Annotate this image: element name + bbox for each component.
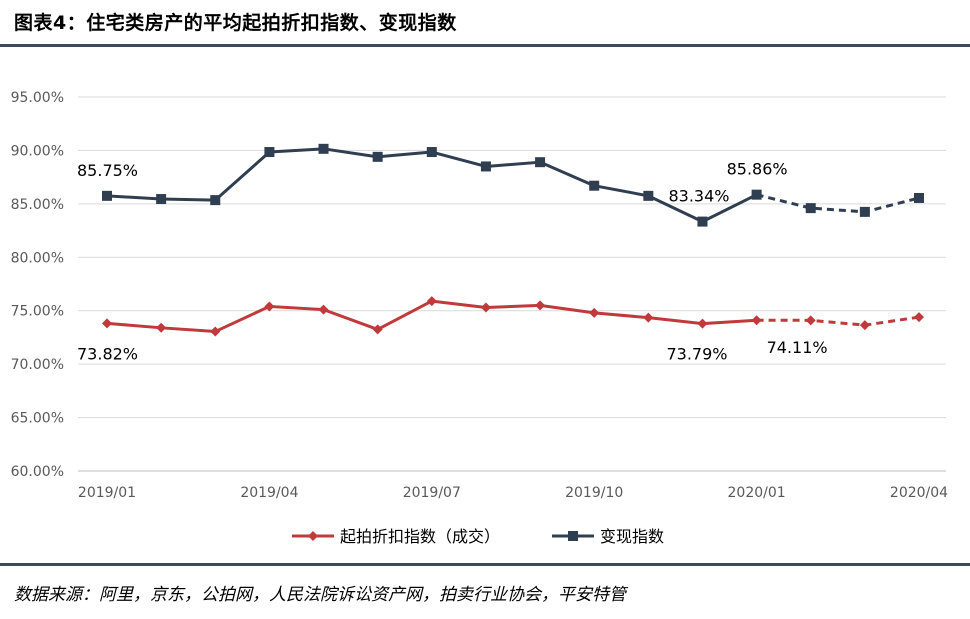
y-tick-label: 70.00%: [11, 357, 64, 373]
data-point-diamond: [643, 312, 654, 323]
data-point-diamond: [156, 322, 167, 333]
legend-swatch-marker: [308, 531, 318, 541]
source-note: 数据来源：阿里，京东，公拍网，人民法院诉讼资产网，拍卖行业协会，平安特管: [14, 585, 626, 605]
data-point-diamond: [589, 307, 600, 318]
data-point-diamond: [264, 301, 275, 312]
data-point-diamond: [914, 312, 924, 323]
series-line-dashed: [756, 193, 920, 214]
legend-swatch-marker: [568, 531, 578, 541]
data-point-square: [318, 143, 329, 154]
y-axis-ticks: 60.00% 65.00% 70.00% 75.00% 80.00% 85.00% 90.0…: [11, 90, 64, 480]
y-tick-label: 85.00%: [11, 197, 64, 213]
figure-title: 图表4：住宅类房产的平均起拍折扣指数、变现指数: [14, 12, 457, 34]
data-label: 85.75%: [77, 161, 138, 180]
x-tick-label: 2019/07: [403, 485, 461, 501]
data-point-square: [805, 203, 816, 214]
y-tick-label: 65.00%: [11, 411, 64, 427]
data-label: 73.79%: [666, 345, 727, 364]
x-tick-label: 2019/04: [240, 485, 298, 501]
series-lines: [102, 143, 924, 337]
data-point-diamond: [805, 315, 816, 326]
data-point-diamond: [480, 302, 491, 313]
series-line-dashed: [756, 315, 920, 327]
line-chart: 60.00% 65.00% 70.00% 75.00% 80.00% 85.00% 90.0…: [11, 90, 949, 546]
data-point-diamond: [751, 315, 762, 326]
data-point-square: [480, 161, 491, 172]
data-point-diamond: [859, 320, 870, 331]
title-divider: [0, 44, 970, 47]
data-point-square: [156, 194, 167, 205]
data-point-square: [643, 190, 654, 201]
data-point-square: [751, 189, 762, 200]
data-point-square: [535, 157, 546, 168]
data-label: 85.86%: [727, 160, 788, 179]
data-point-square: [589, 180, 600, 191]
data-point-square: [210, 195, 221, 206]
y-tick-label: 75.00%: [11, 304, 64, 320]
data-point-diamond: [372, 324, 383, 335]
legend-label: 变现指数: [600, 527, 664, 546]
data-point-diamond: [210, 326, 221, 337]
x-tick-label: 2020/01: [728, 485, 786, 501]
data-point-diamond: [535, 300, 546, 311]
data-label: 73.82%: [77, 344, 138, 363]
x-tick-label: 2019/10: [565, 485, 623, 501]
y-tick-label: 90.00%: [11, 143, 64, 159]
data-point-diamond: [426, 296, 437, 307]
x-tick-label: 2020/04: [890, 485, 948, 501]
data-point-square: [859, 206, 870, 217]
gridlines: [78, 96, 946, 472]
data-labels: 73.82% 73.79% 74.11% 85.75% 83.34% 85.86%: [77, 160, 828, 364]
x-tick-label: 2019/01: [78, 485, 136, 501]
data-point-square: [697, 216, 708, 227]
data-point-square: [372, 151, 383, 162]
data-point-diamond: [318, 304, 329, 315]
data-point-diamond: [102, 318, 112, 329]
data-point-square: [914, 192, 924, 203]
source-divider: [0, 563, 970, 566]
legend-label: 起拍折扣指数（成交）: [340, 527, 500, 546]
x-axis-ticks: 2019/01 2019/04 2019/07 2019/10 2020/01 2020/…: [78, 485, 948, 501]
data-label: 83.34%: [668, 187, 729, 206]
data-point-square: [426, 147, 437, 158]
legend: 起拍折扣指数（成交） 变现指数: [292, 527, 664, 546]
data-label: 74.11%: [767, 338, 828, 357]
data-point-diamond: [697, 318, 708, 329]
data-point-square: [102, 190, 112, 201]
y-tick-label: 60.00%: [11, 464, 64, 480]
y-tick-label: 95.00%: [11, 90, 64, 106]
data-point-square: [264, 147, 275, 158]
y-tick-label: 80.00%: [11, 250, 64, 266]
series-line-solid: [106, 147, 758, 224]
